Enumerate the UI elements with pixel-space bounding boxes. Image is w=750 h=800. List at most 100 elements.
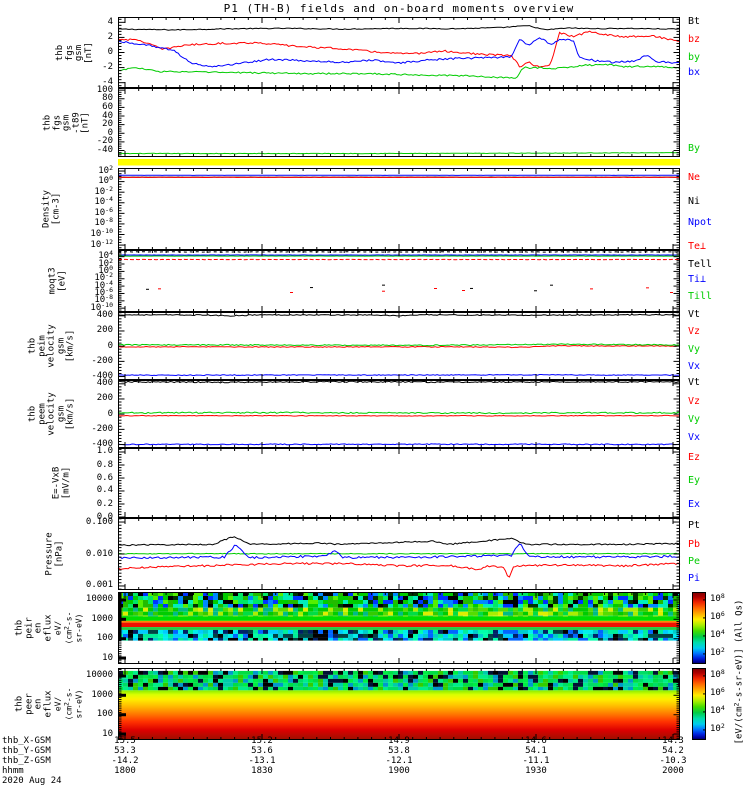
y-tick-label-density-0: 102 xyxy=(98,163,113,176)
panel-ylabel-fgs-gsm-t89: thb fgs gsm -t89 [nT] xyxy=(42,111,91,134)
legend-label-Vz: Vz xyxy=(688,396,701,407)
colorbar-tick-label-0-2: 104 xyxy=(710,628,725,641)
y-tick-label-e-vxb-5: 0.0 xyxy=(96,511,113,522)
y-tick-label-peir-eflux-0: 10000 xyxy=(85,594,113,605)
y-tick-label-e-vxb-4: 0.2 xyxy=(96,498,113,509)
y-tick-label-peir-eflux-3: 10 xyxy=(102,652,113,663)
y-tick-label-pressure-2: 0.001 xyxy=(85,580,113,591)
panel-ylabel-density: Density [cm-3] xyxy=(41,190,62,228)
colorbar-tick-label-0-1: 106 xyxy=(710,610,725,623)
y-tick-label-fgs-gsm-t89-6: -20 xyxy=(96,136,113,147)
legend-label-Vy: Vy xyxy=(688,414,701,425)
y-tick-label-peer-eflux-0: 10000 xyxy=(85,670,113,681)
y-tick-label-density-4: 10-6 xyxy=(94,205,113,218)
panel-ylabel-pressure: Pressure [nPa] xyxy=(44,532,65,576)
bottom-value-1930-z: -11.1 xyxy=(522,756,550,766)
legend-label-Vt: Vt xyxy=(688,309,701,320)
y-tick-label-density-7: 10-12 xyxy=(90,237,113,250)
panel-ylabel-peim-velocity: thb peim velocity gsm [km/s] xyxy=(27,324,76,368)
colorbar-tick-label-1-1: 106 xyxy=(710,686,725,699)
legend-label-Ex: Ex xyxy=(688,499,701,510)
legend-label-bz: bz xyxy=(688,34,701,45)
legend-label-by: by xyxy=(688,52,701,63)
colorbar-tick-label-1-0: 108 xyxy=(710,668,725,681)
plot-title: P1 (TH-B) fields and on-board moments ov… xyxy=(223,2,575,15)
panel-ylabel-peem-velocity: thb peem velocity gsm [km/s] xyxy=(27,392,76,436)
bottom-row-label-2: thb_Z-GSM xyxy=(2,756,51,766)
date-label: 2020 Aug 24 xyxy=(2,776,62,786)
y-tick-label-moqt3-2: 100 xyxy=(98,263,113,276)
y-tick-label-fgs-gsm-0: 4 xyxy=(107,16,113,27)
legend-label-By: By xyxy=(688,143,701,154)
y-tick-label-moqt3-1: 102 xyxy=(98,256,113,269)
legend-label-Npot: Npot xyxy=(688,217,713,228)
bottom-value-2000-z: -10.3 xyxy=(659,756,687,766)
bottom-value-1830-z: -13.1 xyxy=(248,756,276,766)
panel-ylabel-moqt3: moqt3 [eV] xyxy=(47,267,68,295)
bottom-value-1900-t: 1900 xyxy=(388,766,410,776)
bottom-row-label-0: thb_X-GSM xyxy=(2,736,51,746)
legend-label-bx: bx xyxy=(688,67,701,78)
y-tick-label-peim-velocity-4: -400 xyxy=(91,371,113,382)
bottom-value-1800-x: 15.5 xyxy=(114,736,136,746)
bottom-value-2000-x: 14.3 xyxy=(662,736,684,746)
legend-label-Pb: Pb xyxy=(688,539,701,550)
y-tick-label-density-5: 10-8 xyxy=(94,216,113,229)
panel-ylabel-peer-eflux: thb peer en eflux eV/(cm2-s-sr-eV) xyxy=(14,687,84,721)
bottom-value-1800-t: 1800 xyxy=(114,766,136,776)
bottom-value-1830-x: 15.2 xyxy=(251,736,273,746)
bottom-value-2000-t: 2000 xyxy=(662,766,684,776)
y-tick-label-pressure-0: 0.100 xyxy=(85,516,113,527)
y-tick-label-moqt3-0: 104 xyxy=(98,249,113,262)
legend-label-Ne: Ne xyxy=(688,172,701,183)
y-tick-label-peim-velocity-0: 400 xyxy=(96,310,113,321)
panel-ylabel-e-vxb: E=-VxB [mV/m] xyxy=(51,466,72,500)
y-tick-label-peem-velocity-2: 0 xyxy=(107,408,113,419)
y-tick-label-fgs-gsm-t89-1: 80 xyxy=(102,93,113,104)
y-tick-label-fgs-gsm-t89-2: 60 xyxy=(102,101,113,112)
legend-label-Ni: Ni xyxy=(688,196,701,207)
bottom-value-1830-t: 1830 xyxy=(251,766,273,776)
y-tick-label-fgs-gsm-t89-0: 100 xyxy=(96,84,113,95)
legend-label-Vz: Vz xyxy=(688,326,701,337)
bottom-value-1900-z: -12.1 xyxy=(385,756,413,766)
y-tick-label-e-vxb-3: 0.4 xyxy=(96,485,113,496)
y-tick-label-moqt3-6: 10-8 xyxy=(94,293,113,306)
y-tick-label-fgs-gsm-4: -4 xyxy=(102,77,113,88)
y-tick-label-fgs-gsm-1: 2 xyxy=(107,31,113,42)
y-tick-label-peim-velocity-2: 0 xyxy=(107,340,113,351)
legend-label-Vx: Vx xyxy=(688,361,701,372)
y-tick-label-peim-velocity-1: 200 xyxy=(96,325,113,336)
bottom-value-1900-y: 53.8 xyxy=(388,746,410,756)
y-tick-label-peir-eflux-2: 100 xyxy=(96,633,113,644)
bottom-value-1800-y: 53.3 xyxy=(114,746,136,756)
legend-label-Till: Till xyxy=(688,291,713,302)
y-tick-label-peem-velocity-4: -400 xyxy=(91,439,113,450)
y-tick-label-moqt3-4: 10-4 xyxy=(94,278,113,291)
colorbar-tick-label-0-3: 102 xyxy=(710,646,725,659)
y-tick-label-density-1: 100 xyxy=(98,174,113,187)
bottom-value-1930-t: 1930 xyxy=(525,766,547,776)
legend-label-Tell: Tell xyxy=(688,259,713,270)
y-tick-label-density-6: 10-10 xyxy=(90,227,113,239)
y-tick-label-peim-velocity-3: -200 xyxy=(91,355,113,366)
colorbar-unit-label: [eV/(cm2-s-sr-eV)] (All Qs) xyxy=(732,599,745,745)
y-tick-label-moqt3-5: 10-6 xyxy=(94,285,113,298)
legend-label-Pe: Pe xyxy=(688,556,701,567)
y-tick-label-peem-velocity-0: 400 xyxy=(96,378,113,389)
legend-label-Ey: Ey xyxy=(688,475,701,486)
legend-label-Bt: Bt xyxy=(688,16,701,27)
legend-label-Vx: Vx xyxy=(688,432,701,443)
y-tick-label-fgs-gsm-t89-5: 0 xyxy=(107,127,113,138)
y-tick-label-moqt3-7: 10-10 xyxy=(90,300,113,313)
bottom-value-1930-y: 54.1 xyxy=(525,746,547,756)
legend-label-Te: Te⊥ xyxy=(688,241,707,252)
legend-label-Pt: Pt xyxy=(688,520,701,531)
legend-label-Ez: Ez xyxy=(688,452,701,463)
y-tick-label-peem-velocity-3: -200 xyxy=(91,423,113,434)
y-tick-label-fgs-gsm-3: -2 xyxy=(102,62,113,73)
y-tick-label-density-2: 10-2 xyxy=(94,184,113,197)
y-tick-label-pressure-1: 0.010 xyxy=(85,548,113,559)
